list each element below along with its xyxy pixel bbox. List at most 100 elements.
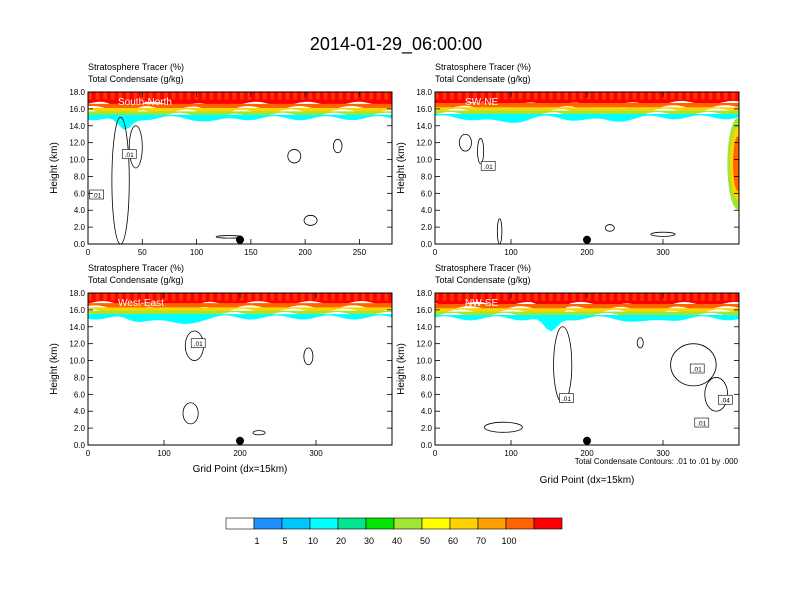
tracer-band-5: [88, 114, 392, 130]
condensate-contours: [483, 326, 728, 433]
tracer-stripe: [579, 92, 584, 100]
colorbar-swatch: [477, 517, 507, 530]
tracer-stripe: [384, 293, 389, 301]
y-axis-label: Height (km): [396, 142, 407, 194]
location-marker: [583, 436, 591, 445]
contour-outline: [553, 326, 573, 404]
tracer-stripe: [533, 293, 538, 301]
tracer-stripe: [171, 92, 176, 100]
tracer-stripe: [354, 293, 358, 301]
tracer-stripe: [609, 92, 614, 100]
contour-label-box: [89, 189, 104, 200]
contour-outline: [483, 421, 523, 433]
tracer-stripe: [518, 293, 523, 301]
colorbar-label: 5: [282, 536, 287, 546]
tracer-stripe: [685, 293, 690, 301]
x-tick-label: 100: [504, 248, 518, 257]
colorbar-swatch: [309, 517, 339, 530]
tracer-band-2: [88, 303, 392, 317]
x-tick-label: 200: [298, 248, 312, 257]
y-tick-label: 4.0: [421, 206, 433, 215]
tracer-stripe: [126, 92, 130, 100]
tracer-stripe: [384, 92, 389, 100]
y-tick-label: 0.0: [74, 240, 86, 249]
tracer-stripe: [255, 293, 259, 301]
contour-label: .01: [194, 341, 203, 348]
tracer-stripe: [262, 92, 267, 100]
y-tick-label: 14.0: [69, 122, 85, 131]
colorbar-label: 60: [448, 536, 458, 546]
contour-outline: [704, 377, 728, 412]
condensate-contours: [458, 133, 676, 244]
colorbar-swatch: [393, 517, 423, 530]
tracer-stripe: [141, 92, 145, 100]
tracer-stripe: [88, 293, 92, 301]
tracer-stripe: [202, 293, 206, 301]
y-tick-label: 6.0: [74, 390, 86, 399]
tracer-stripe: [488, 293, 492, 301]
tracer-stripe: [678, 293, 682, 301]
panel-header-condensate: Total Condensate (g/kg): [88, 275, 184, 285]
tracer-stripe: [640, 293, 644, 301]
tracer-stripe: [255, 92, 259, 100]
tracer-stripe: [217, 293, 221, 301]
tracer-stripe: [526, 293, 530, 301]
y-tick-label: 6.0: [74, 189, 86, 198]
tracer-stripe: [731, 92, 736, 100]
tracer-stripe: [186, 92, 191, 100]
tracer-stripe: [556, 293, 561, 301]
tracer-stripe: [480, 92, 485, 100]
tracer-stripe: [587, 92, 591, 100]
contour-label: .01: [697, 421, 706, 428]
tracer-stripe: [549, 92, 553, 100]
y-tick-label: 10.0: [69, 357, 85, 366]
tracer-stripe: [126, 293, 130, 301]
tracer-stripe: [369, 92, 373, 100]
colorbar-label: 30: [364, 536, 374, 546]
tracer-stripe: [316, 293, 320, 301]
tracer-stripe: [361, 293, 366, 301]
tracer-stripe: [617, 293, 622, 301]
tracer-stripe: [308, 92, 313, 100]
colorbar-label: 1: [254, 536, 259, 546]
tracer-stripe: [663, 92, 667, 100]
tracer-stripe: [670, 92, 675, 100]
colorbar-swatch: [365, 517, 395, 530]
contour-label: .04: [721, 398, 730, 405]
y-tick-label: 8.0: [74, 172, 86, 181]
tracer-stripe: [300, 92, 305, 100]
y-tick-label: 0.0: [74, 441, 86, 450]
tracer-stripe: [209, 293, 214, 301]
tracer-stripe: [663, 293, 667, 301]
tracer-stripe: [571, 293, 576, 301]
tracer-stripe: [640, 92, 644, 100]
tracer-stripe: [488, 92, 492, 100]
x-tick-label: 200: [233, 449, 247, 458]
contour-outline: [303, 347, 314, 366]
tracer-stripe: [202, 92, 206, 100]
panel-header-tracer: Stratosphere Tracer (%): [435, 62, 531, 72]
tracer-stripe: [708, 92, 713, 100]
tracer-stripe: [148, 92, 153, 100]
tracer-stripe: [701, 92, 705, 100]
tracer-field: [88, 92, 392, 244]
panel-header-tracer: Stratosphere Tracer (%): [435, 263, 531, 273]
x-tick-label: 300: [309, 449, 323, 458]
y-tick-label: 2.0: [421, 424, 433, 433]
tracer-stripe: [331, 293, 335, 301]
y-tick-label: 18.0: [416, 289, 432, 298]
contour-outline: [458, 133, 472, 152]
tracer-stripe: [103, 293, 107, 301]
tracer-stripe: [602, 293, 606, 301]
contour-outline: [670, 343, 717, 387]
colorbar-swatch: [505, 517, 535, 530]
x-tick-label: 300: [656, 449, 670, 458]
tracer-stripe: [270, 293, 275, 301]
y-tick-label: 10.0: [416, 156, 432, 165]
condensate-contours: [111, 116, 343, 244]
tracer-stripe: [369, 293, 373, 301]
tracer-stripe: [224, 293, 229, 301]
colorbar-swatch: [337, 517, 367, 530]
tracer-stripe: [571, 92, 576, 100]
tracer-stripe: [346, 293, 351, 301]
